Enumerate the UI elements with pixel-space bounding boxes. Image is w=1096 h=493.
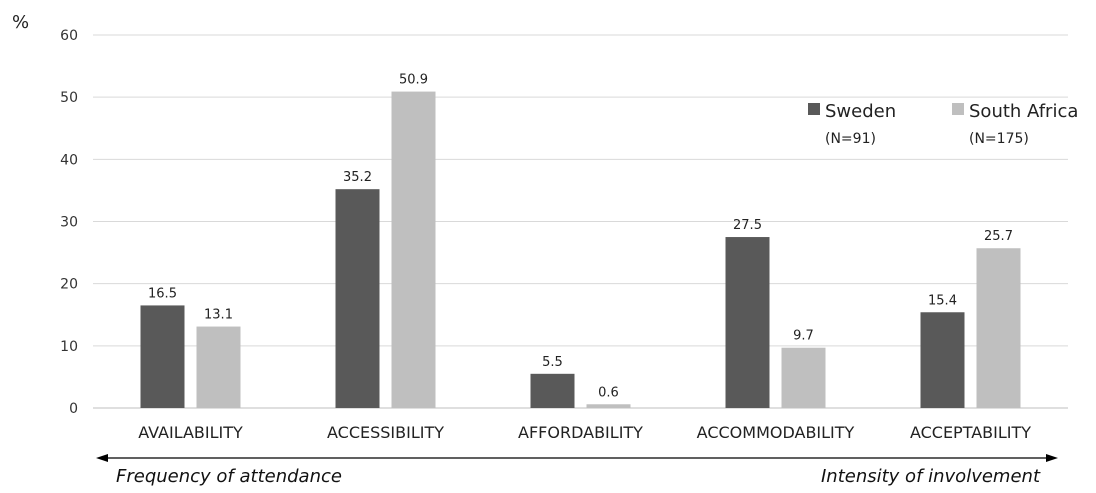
data-label: 0.6	[598, 385, 619, 400]
data-label: 27.5	[733, 218, 762, 233]
data-label: 25.7	[984, 229, 1013, 244]
bars	[140, 91, 1021, 409]
category-label: AFFORDABILITY	[518, 423, 643, 442]
y-tick-labels: 0 10 20 30 40 50 60	[60, 28, 78, 417]
data-label: 16.5	[148, 286, 177, 301]
bar-sweden	[335, 189, 380, 408]
bar-south-africa	[196, 326, 241, 408]
gridlines	[93, 34, 1068, 409]
legend-n-label: (N=91)	[825, 131, 876, 147]
bar-sweden	[920, 312, 965, 408]
data-label: 35.2	[343, 170, 372, 185]
legend-swatch	[952, 103, 964, 115]
y-tick-label: 60	[60, 28, 78, 44]
y-tick-label: 0	[69, 401, 78, 417]
annotation-right: Intensity of involvement	[821, 466, 1041, 487]
category-labels: AVAILABILITY ACCESSIBILITY AFFORDABILITY AC…	[138, 423, 1031, 442]
bar-south-africa	[391, 91, 436, 409]
data-label: 15.4	[928, 293, 957, 308]
legend-label: South Africa	[969, 101, 1078, 122]
legend-label: Sweden	[825, 101, 896, 122]
arrowhead-right	[1046, 454, 1058, 462]
data-label: 13.1	[204, 308, 233, 323]
direction-arrow	[96, 454, 1058, 462]
y-tick-label: 10	[60, 339, 78, 355]
category-label: ACCOMMODABILITY	[697, 423, 855, 442]
y-tick-label: 40	[60, 152, 78, 168]
category-label: ACCESSIBILITY	[327, 423, 444, 442]
y-tick-label: 30	[60, 215, 78, 231]
legend-swatch	[808, 103, 820, 115]
bar-south-africa	[586, 404, 631, 408]
bar-sweden	[530, 373, 575, 408]
y-axis-unit: %	[12, 12, 29, 33]
legend: Sweden (N=91) South Africa (N=175)	[808, 101, 1078, 147]
y-tick-label: 50	[60, 90, 78, 106]
annotation-left: Frequency of attendance	[116, 466, 342, 487]
bar-south-africa	[781, 347, 826, 408]
y-tick-label: 20	[60, 277, 78, 293]
data-label: 5.5	[542, 355, 563, 370]
data-label: 50.9	[399, 73, 428, 88]
data-labels: 16.5 13.1 35.2 50.9 5.5 0.6 27.5 9.7 15.4 25.7	[148, 73, 1013, 401]
category-label: ACCEPTABILITY	[910, 423, 1031, 442]
arrowhead-left	[96, 454, 108, 462]
data-label: 9.7	[793, 329, 814, 344]
bar-south-africa	[976, 248, 1021, 408]
legend-n-label: (N=175)	[969, 131, 1029, 147]
bar-sweden	[140, 305, 185, 408]
bar-sweden	[725, 237, 770, 408]
category-label: AVAILABILITY	[138, 423, 243, 442]
